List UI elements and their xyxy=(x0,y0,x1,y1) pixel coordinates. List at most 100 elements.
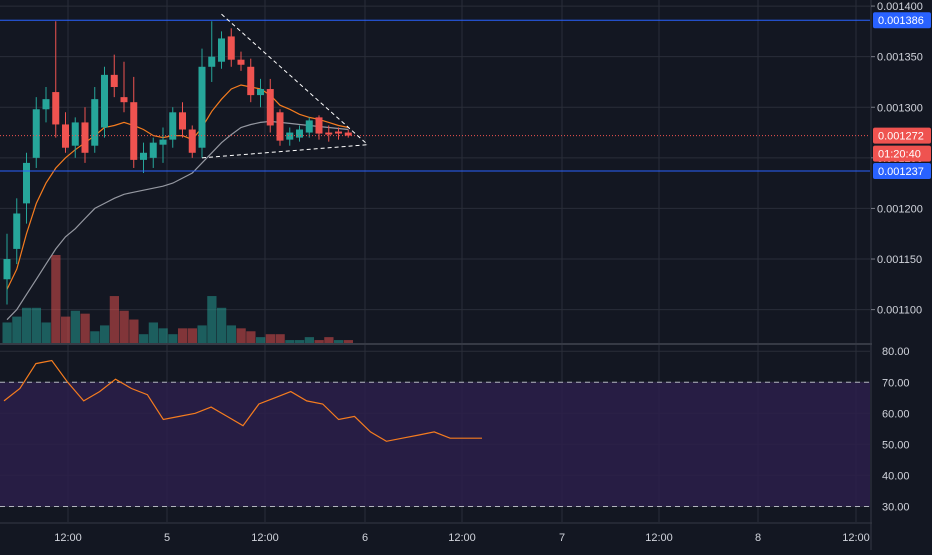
candle-body xyxy=(110,74,118,88)
volume-bars xyxy=(2,255,353,343)
candle xyxy=(325,125,333,142)
candle xyxy=(296,125,303,142)
candle-body xyxy=(247,66,255,96)
level-low-label: 0.001237 xyxy=(873,162,931,179)
volume-bar xyxy=(12,316,22,343)
candle xyxy=(159,127,167,163)
volume-bar xyxy=(22,307,32,343)
candle xyxy=(188,125,196,158)
candle-body xyxy=(71,122,79,146)
rsi-line xyxy=(3,359,482,442)
price-axis[interactable]: 0.0014000.0013500.0013000.0012500.001200… xyxy=(871,0,932,550)
volume-bar xyxy=(256,337,266,343)
volume-bar xyxy=(197,325,207,343)
time-tick-label: 12:00 xyxy=(251,532,279,544)
candle xyxy=(23,152,30,224)
candle-body xyxy=(208,56,216,67)
countdown-label-text: 01:20:40 xyxy=(878,149,921,161)
level-high-label-box xyxy=(873,12,931,29)
candle-body xyxy=(266,89,274,126)
candle-body xyxy=(52,92,60,125)
price-tick-label: 0.001150 xyxy=(877,254,922,266)
time-tick-label: 6 xyxy=(362,532,368,544)
time-tick-label: 5 xyxy=(164,532,170,544)
candlesticks xyxy=(3,21,352,305)
candle xyxy=(179,102,186,138)
candle-body xyxy=(344,132,352,136)
volume-bar xyxy=(178,328,188,343)
last-price-label: 0.001272 xyxy=(873,127,931,144)
last-price-label-box xyxy=(873,127,931,144)
volume-bar xyxy=(324,337,334,343)
candle-body xyxy=(188,129,196,153)
candle-body xyxy=(257,89,264,96)
time-tick-label: 12:00 xyxy=(842,532,870,544)
candle xyxy=(71,117,79,158)
volume-bar xyxy=(70,310,80,343)
volume-bar xyxy=(187,328,197,343)
rsi-tick-label: 70.00 xyxy=(882,377,910,389)
level-low-label-box xyxy=(873,162,931,179)
candle xyxy=(62,112,69,153)
candle xyxy=(227,28,235,67)
time-tick-label: 12:00 xyxy=(448,532,476,544)
candle-body xyxy=(335,131,342,134)
last-price-label-text: 0.001272 xyxy=(878,131,924,143)
time-tick-label: 8 xyxy=(755,532,761,544)
candle-body xyxy=(198,66,206,148)
candle-body xyxy=(305,120,313,133)
volume-bar xyxy=(314,340,324,343)
candle-body xyxy=(296,129,303,138)
volume-bar xyxy=(226,325,236,343)
volume-bar xyxy=(51,255,61,343)
candle-body xyxy=(32,109,40,158)
candle-body xyxy=(227,36,235,60)
candle xyxy=(52,21,60,138)
rsi-tick-label: 60.00 xyxy=(882,408,910,420)
level-high-label: 0.001386 xyxy=(873,12,931,29)
candle xyxy=(276,109,284,146)
volume-bar xyxy=(236,328,246,343)
volume-bar xyxy=(265,334,275,343)
candle xyxy=(42,87,50,123)
candle xyxy=(130,76,138,168)
candle-body xyxy=(315,117,323,134)
volume-bar xyxy=(217,307,227,343)
volume-bar xyxy=(343,340,353,343)
volume-bar xyxy=(41,322,51,343)
rsi-tick-label: 30.00 xyxy=(882,501,910,513)
rsi-tick-label: 50.00 xyxy=(882,439,910,451)
candle xyxy=(344,129,352,138)
volume-bar xyxy=(31,307,41,343)
rsi-band xyxy=(0,382,870,507)
volume-bar xyxy=(304,337,314,343)
level-high-label-text: 0.001386 xyxy=(878,15,924,27)
candle-body xyxy=(159,139,167,145)
candle-body xyxy=(179,112,186,130)
level-low-label-text: 0.001237 xyxy=(878,166,924,178)
price-tick-label: 0.001350 xyxy=(877,52,923,64)
candle-body xyxy=(169,112,177,140)
rsi-tick-label: 80.00 xyxy=(882,346,910,358)
candle-body xyxy=(149,142,157,158)
candle xyxy=(140,142,147,174)
volume-bar xyxy=(109,296,119,343)
time-axis[interactable]: 12:00 5 12:00 6 12:00 7 12:00 8 12:00 xyxy=(54,532,870,544)
time-tick-label: 12:00 xyxy=(645,532,673,544)
candle-body xyxy=(286,132,294,140)
volume-bar xyxy=(119,310,129,343)
volume-bar xyxy=(61,316,71,343)
candle xyxy=(247,58,255,103)
rsi-pane xyxy=(0,359,870,507)
volume-bar xyxy=(2,322,12,343)
price-axis-background xyxy=(872,0,932,550)
candle xyxy=(237,51,245,71)
candle-body xyxy=(218,38,225,62)
candle xyxy=(101,66,108,138)
volume-bar xyxy=(295,340,305,343)
volume-bar xyxy=(90,331,100,343)
volume-bar xyxy=(207,296,217,343)
candle xyxy=(169,107,177,148)
